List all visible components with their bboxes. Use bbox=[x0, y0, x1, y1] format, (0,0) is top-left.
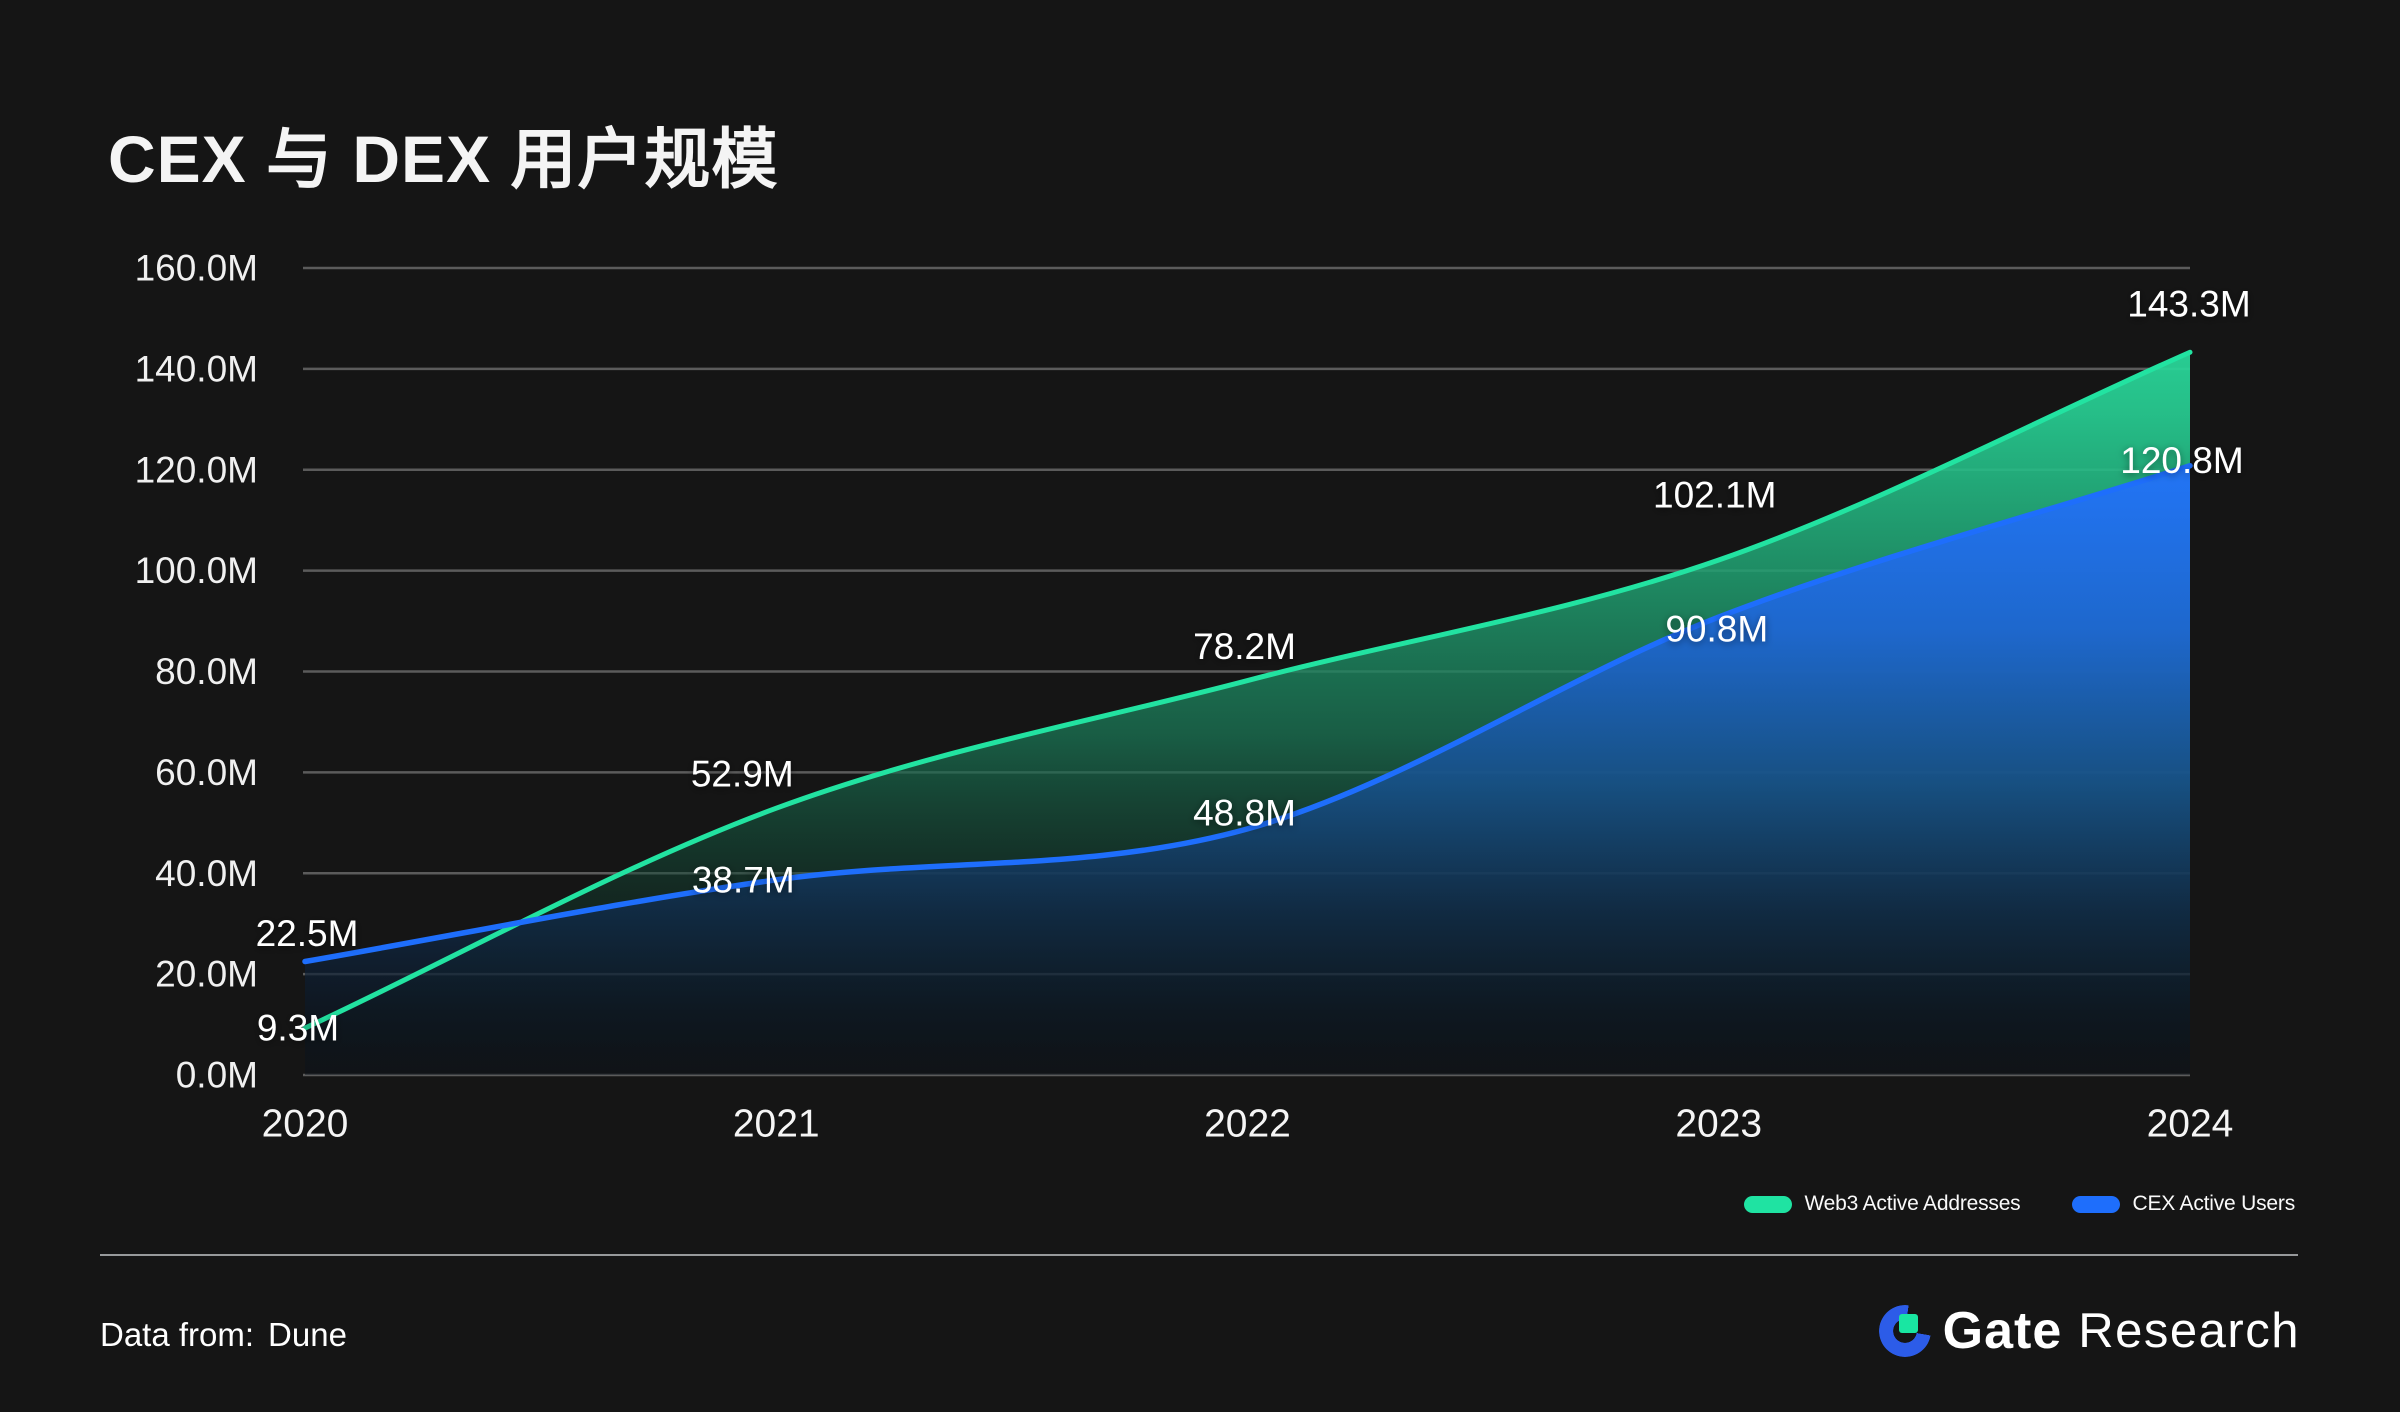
data-source: Data from: Dune bbox=[100, 1316, 347, 1354]
x-axis-tick-label: 2022 bbox=[1204, 1103, 1291, 1146]
y-axis-tick-label: 0.0M bbox=[176, 1055, 258, 1096]
footer-divider bbox=[100, 1254, 2298, 1256]
y-axis-tick-label: 160.0M bbox=[135, 248, 258, 289]
legend-label: CEX Active Users bbox=[2132, 1192, 2295, 1215]
y-axis-tick-label: 100.0M bbox=[135, 550, 258, 591]
data-point-label: 48.8M bbox=[1193, 792, 1296, 833]
y-axis-tick-label: 60.0M bbox=[155, 752, 258, 793]
brand-name-bold: Gate bbox=[1942, 1302, 2063, 1360]
x-axis-tick-label: 2023 bbox=[1675, 1103, 1762, 1146]
gate-square-icon bbox=[1898, 1314, 1918, 1333]
gate-logo-icon bbox=[1878, 1305, 1931, 1357]
page-title: CEX 与 DEX 用户规模 bbox=[108, 122, 779, 197]
x-axis-tick-label: 2020 bbox=[262, 1103, 349, 1146]
y-axis-tick-label: 20.0M bbox=[155, 954, 258, 995]
data-point-label: 52.9M bbox=[691, 754, 794, 795]
y-axis-tick-label: 120.0M bbox=[135, 449, 258, 490]
x-axis-tick-label: 2021 bbox=[733, 1103, 820, 1146]
data-point-label: 38.7M bbox=[692, 859, 795, 900]
data-source-value: Dune bbox=[268, 1316, 347, 1353]
legend-swatch-green bbox=[1744, 1195, 1793, 1213]
legend-label: Web3 Active Addresses bbox=[1804, 1192, 2021, 1215]
chart-legend: Web3 Active Addresses CEX Active Users bbox=[1744, 1192, 2295, 1216]
legend-item-web3: Web3 Active Addresses bbox=[1744, 1192, 2021, 1216]
data-point-label: 90.8M bbox=[1665, 609, 1768, 650]
legend-swatch-blue bbox=[2072, 1195, 2121, 1213]
data-source-label: Data from: bbox=[100, 1316, 255, 1353]
brand-name-regular: Research bbox=[2078, 1304, 2300, 1358]
data-point-label: 102.1M bbox=[1653, 475, 1776, 516]
data-point-label: 9.3M bbox=[257, 1008, 339, 1049]
data-point-label: 78.2M bbox=[1193, 626, 1296, 667]
data-point-label: 143.3M bbox=[2127, 284, 2250, 325]
y-axis-tick-label: 80.0M bbox=[155, 651, 258, 692]
y-axis-tick-label: 40.0M bbox=[155, 853, 258, 894]
line-web3 bbox=[302, 349, 2193, 1031]
brand-logo: Gate Research bbox=[1878, 1302, 2300, 1360]
line-cex bbox=[302, 462, 2193, 965]
y-axis-tick-label: 140.0M bbox=[135, 348, 258, 389]
data-point-label: 22.5M bbox=[256, 913, 359, 954]
legend-item-cex: CEX Active Users bbox=[2072, 1192, 2295, 1216]
data-point-label: 120.8M bbox=[2120, 440, 2243, 481]
x-axis-tick-label: 2024 bbox=[2147, 1103, 2234, 1146]
